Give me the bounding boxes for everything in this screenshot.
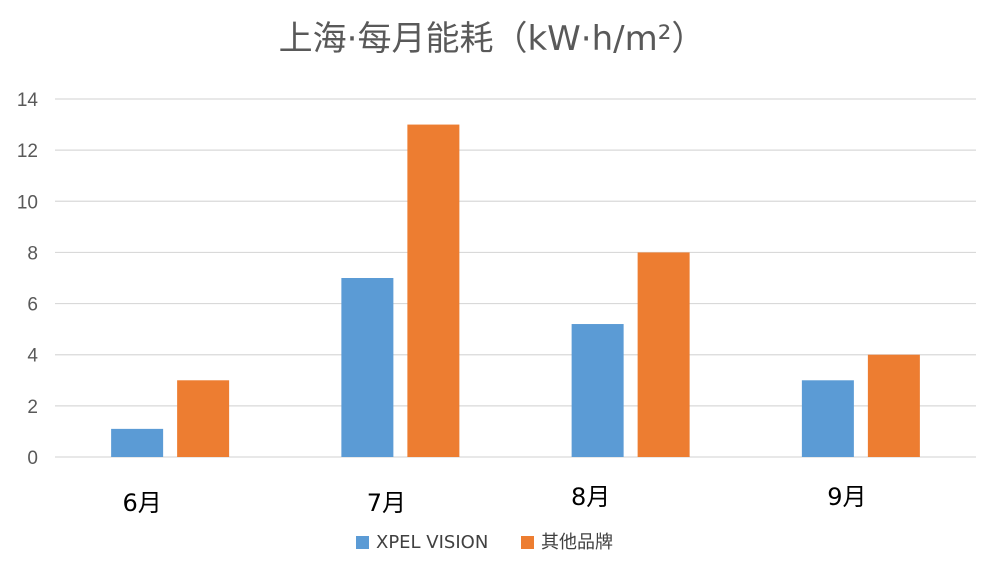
- y-tick-label: 0: [27, 448, 38, 469]
- bar-series2: [177, 380, 230, 457]
- chart-title: 上海·每月能耗（kW·h/m²）: [279, 19, 706, 59]
- bar-series1: [111, 428, 164, 457]
- y-tick-label: 4: [27, 346, 38, 367]
- x-category-label: 7月: [367, 489, 406, 517]
- legend-swatch: [356, 536, 369, 549]
- legend-swatch: [521, 536, 534, 549]
- y-tick-label: 8: [27, 243, 38, 264]
- y-tick-label: 6: [27, 295, 38, 316]
- legend-label: XPEL VISION: [376, 532, 488, 553]
- bar-series1: [801, 380, 854, 457]
- y-tick-label: 14: [17, 90, 39, 111]
- y-tick-label: 2: [27, 397, 38, 418]
- legend: XPEL VISION 其他品牌: [356, 532, 613, 553]
- x-axis-categories: 6月 7月 8月 9月: [122, 483, 866, 517]
- bar-series2: [407, 124, 460, 458]
- bar-series1: [571, 324, 624, 457]
- legend-label: 其他品牌: [541, 532, 613, 553]
- y-tick-label: 12: [17, 141, 38, 162]
- x-category-label: 8月: [571, 483, 610, 511]
- bar-series1: [341, 278, 394, 457]
- x-category-label: 9月: [827, 483, 866, 511]
- bar-series2: [867, 354, 920, 457]
- x-category-label: 6月: [122, 489, 161, 517]
- y-tick-label: 10: [17, 192, 38, 213]
- y-axis-ticks: 0 2 4 6 8 10 12 14: [17, 90, 39, 469]
- bar-series2: [637, 252, 690, 457]
- bars: [111, 124, 920, 458]
